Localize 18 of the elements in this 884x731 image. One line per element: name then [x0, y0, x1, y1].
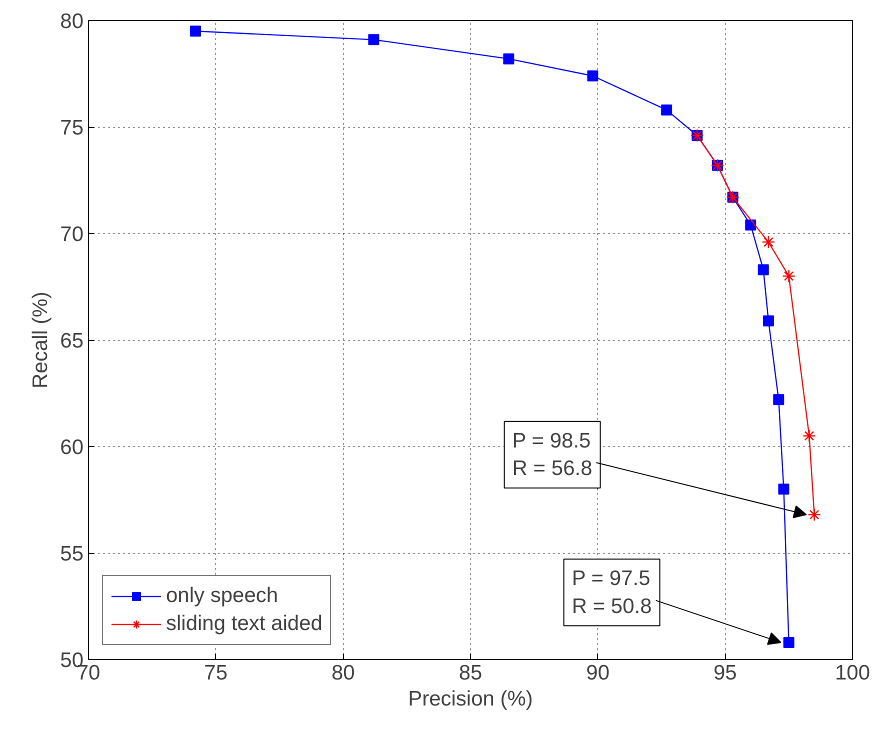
- y-tick-label: 65: [60, 330, 84, 352]
- y-tick-label: 80: [60, 10, 84, 33]
- legend-label: sliding text aided: [166, 612, 322, 636]
- x-tick-label: 80: [331, 662, 355, 684]
- y-axis-title: Recall (%): [29, 292, 52, 388]
- annotation: P = 98.5 R = 56.8: [512, 429, 592, 480]
- y-tick-label: 70: [60, 223, 84, 246]
- legend-label: only speech: [166, 584, 278, 608]
- annotation: P = 97.5 R = 50.8: [572, 567, 652, 618]
- y-tick-label: 60: [60, 436, 84, 459]
- x-tick-label: 85: [458, 662, 482, 684]
- x-tick-label: 100: [834, 662, 870, 684]
- x-tick-label: 75: [204, 662, 228, 684]
- y-tick-label: 55: [60, 542, 84, 566]
- x-axis-title: Precision (%): [408, 688, 533, 710]
- x-tick-label: 95: [713, 662, 737, 684]
- y-tick-label: 75: [60, 116, 84, 140]
- x-tick-label: 90: [586, 662, 610, 684]
